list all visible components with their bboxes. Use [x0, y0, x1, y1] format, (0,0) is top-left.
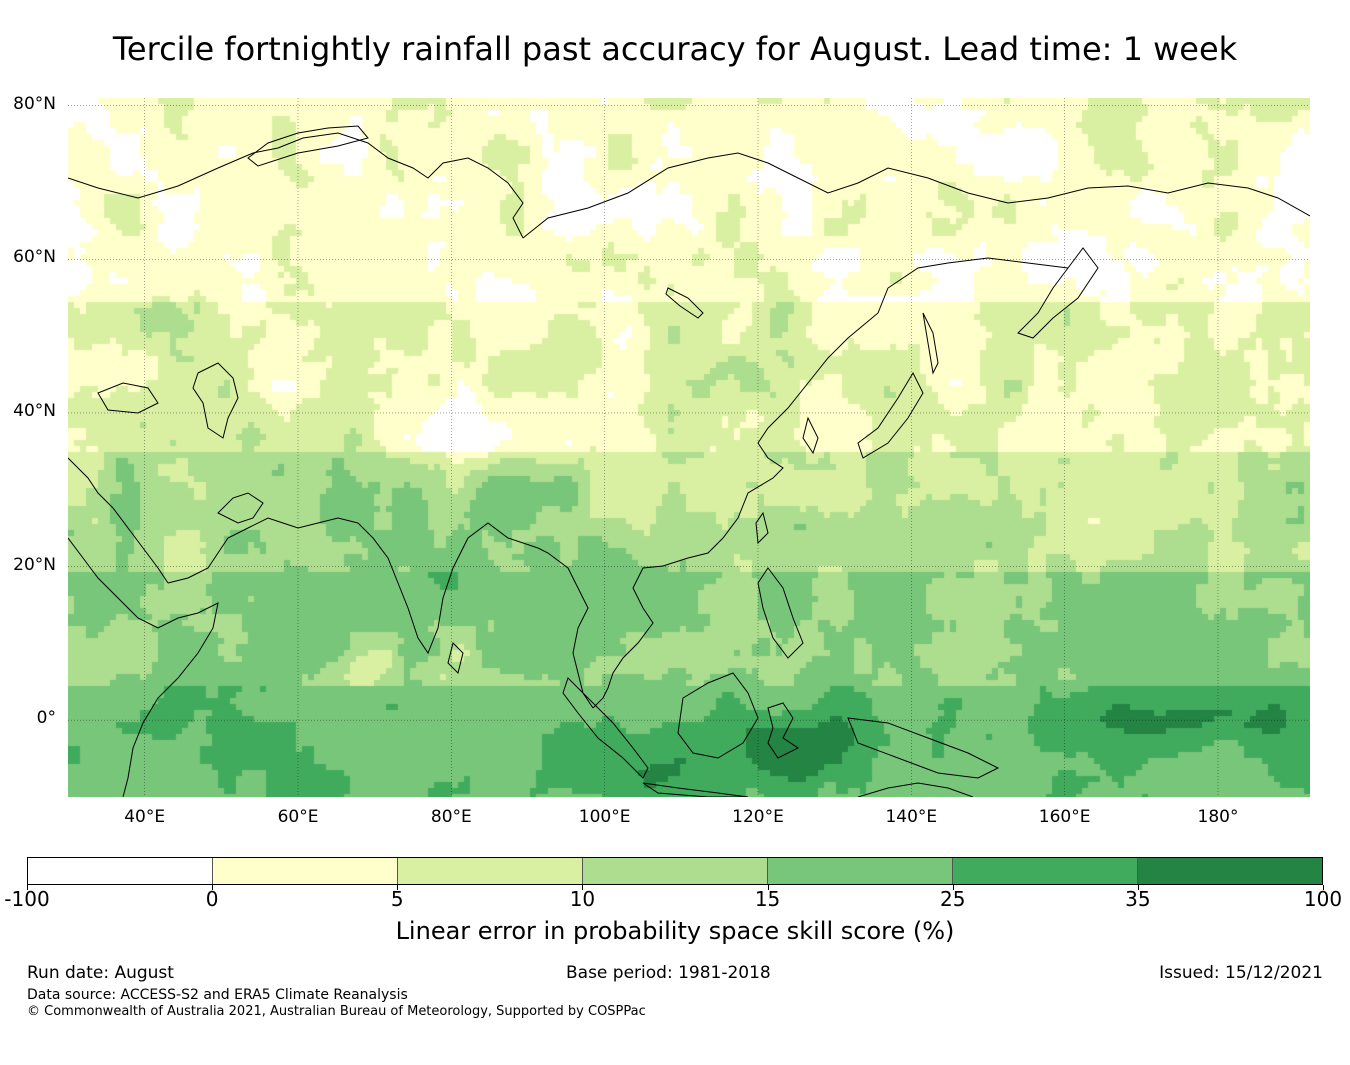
colorbar-tick: [397, 885, 399, 890]
coastline-korea: [802, 416, 819, 455]
colorbar-tick: [952, 885, 954, 890]
skill-field-raster: [68, 98, 1310, 797]
colorbar-tick-label: 15: [754, 887, 781, 911]
map-overlay: [68, 98, 1310, 797]
colorbar-tick: [212, 885, 214, 890]
coastline-sakhalin: [922, 312, 939, 375]
coastline-java: [642, 782, 749, 797]
lon-tick-label: 160°E: [1038, 807, 1091, 827]
lat-tick-label: 40°N: [13, 400, 56, 421]
copyright: © Commonwealth of Australia 2021, Austra…: [27, 1004, 646, 1019]
coastline-malay: [537, 547, 594, 709]
lat-tick-label: 0°: [36, 708, 56, 729]
coastline-bay-of-bengal: [357, 522, 539, 655]
colorbar-tick: [27, 885, 28, 890]
lon-tick-label: 140°E: [885, 807, 938, 827]
coastline-sumatra: [562, 677, 649, 779]
chart-title: Tercile fortnightly rainfall past accura…: [112, 30, 1238, 68]
colorbar-segment: [583, 858, 768, 884]
lon-tick-label: 100°E: [578, 807, 631, 827]
colorbar-tick: [767, 885, 769, 890]
colorbar-tick-label: 35: [1125, 887, 1151, 911]
data-source: Data source: ACCESS-S2 and ERA5 Climate …: [27, 987, 408, 1003]
lon-tick-label: 180°: [1197, 807, 1239, 827]
coastline-borneo: [677, 672, 759, 759]
colorbar: [27, 857, 1323, 885]
lon-tick-label: 60°E: [277, 807, 319, 827]
colorbar-tick: [582, 885, 584, 890]
colorbar-tick-label: 10: [569, 887, 596, 911]
colorbar-tick-label: 0: [205, 887, 219, 911]
coastline-black-sea: [97, 382, 159, 414]
colorbar-segment: [768, 858, 953, 884]
coastline-east-asia: [662, 287, 889, 567]
coastline-sulawesi: [767, 702, 799, 759]
colorbar-segment: [28, 858, 213, 884]
colorbar-tick-label: -100: [4, 887, 50, 911]
coastline-kamchatka: [1017, 247, 1099, 339]
issued-date: Issued: 15/12/2021: [1159, 963, 1323, 983]
colorbar-segment: [953, 858, 1138, 884]
lat-tick-label: 20°N: [13, 554, 56, 575]
colorbar-segment: [398, 858, 583, 884]
coastline-lake-baikal: [665, 287, 704, 319]
coastline-persian-gulf: [217, 492, 264, 524]
coastline-arctic-europe: [68, 132, 524, 239]
colorbar-tick-label: 5: [390, 887, 404, 911]
lat-tick-label: 60°N: [13, 247, 56, 268]
lon-tick-label: 40°E: [124, 807, 166, 827]
colorbar-label: Linear error in probability space skill …: [395, 917, 955, 945]
base-period: Base period: 1981-2018: [566, 963, 771, 983]
coastline-horn-africa: [68, 537, 219, 797]
coastline-novaya-zemlya: [247, 125, 369, 167]
colorbar-tick-label: 100: [1303, 887, 1343, 911]
lat-tick-label: 80°N: [13, 93, 56, 114]
run-date: Run date: August: [27, 963, 174, 983]
colorbar-tick: [1137, 885, 1139, 890]
coastline-indochina: [592, 565, 664, 709]
colorbar-segment: [213, 858, 398, 884]
coastline-caspian: [192, 362, 239, 439]
colorbar-tick: [1323, 885, 1324, 890]
coastline-sri-lanka: [447, 642, 464, 674]
coastline-siberia-north: [522, 152, 1310, 239]
coastline-arabia-red-sea: [68, 457, 169, 584]
coastline-australia-north: [857, 782, 974, 797]
coastline-okhotsk: [887, 257, 1069, 289]
colorbar-tick-label: 25: [939, 887, 966, 911]
coastline-philippines: [757, 567, 804, 659]
lon-tick-label: 120°E: [732, 807, 784, 827]
skill-map: [68, 98, 1310, 797]
colorbar-segment: [1138, 858, 1322, 884]
coastlines: [68, 125, 1310, 797]
coastline-arabian-sea: [167, 517, 359, 584]
gridlines: [68, 98, 1310, 797]
coastline-japan: [857, 371, 924, 459]
lon-tick-label: 80°E: [430, 807, 472, 827]
coastline-new-guinea: [847, 717, 1000, 779]
